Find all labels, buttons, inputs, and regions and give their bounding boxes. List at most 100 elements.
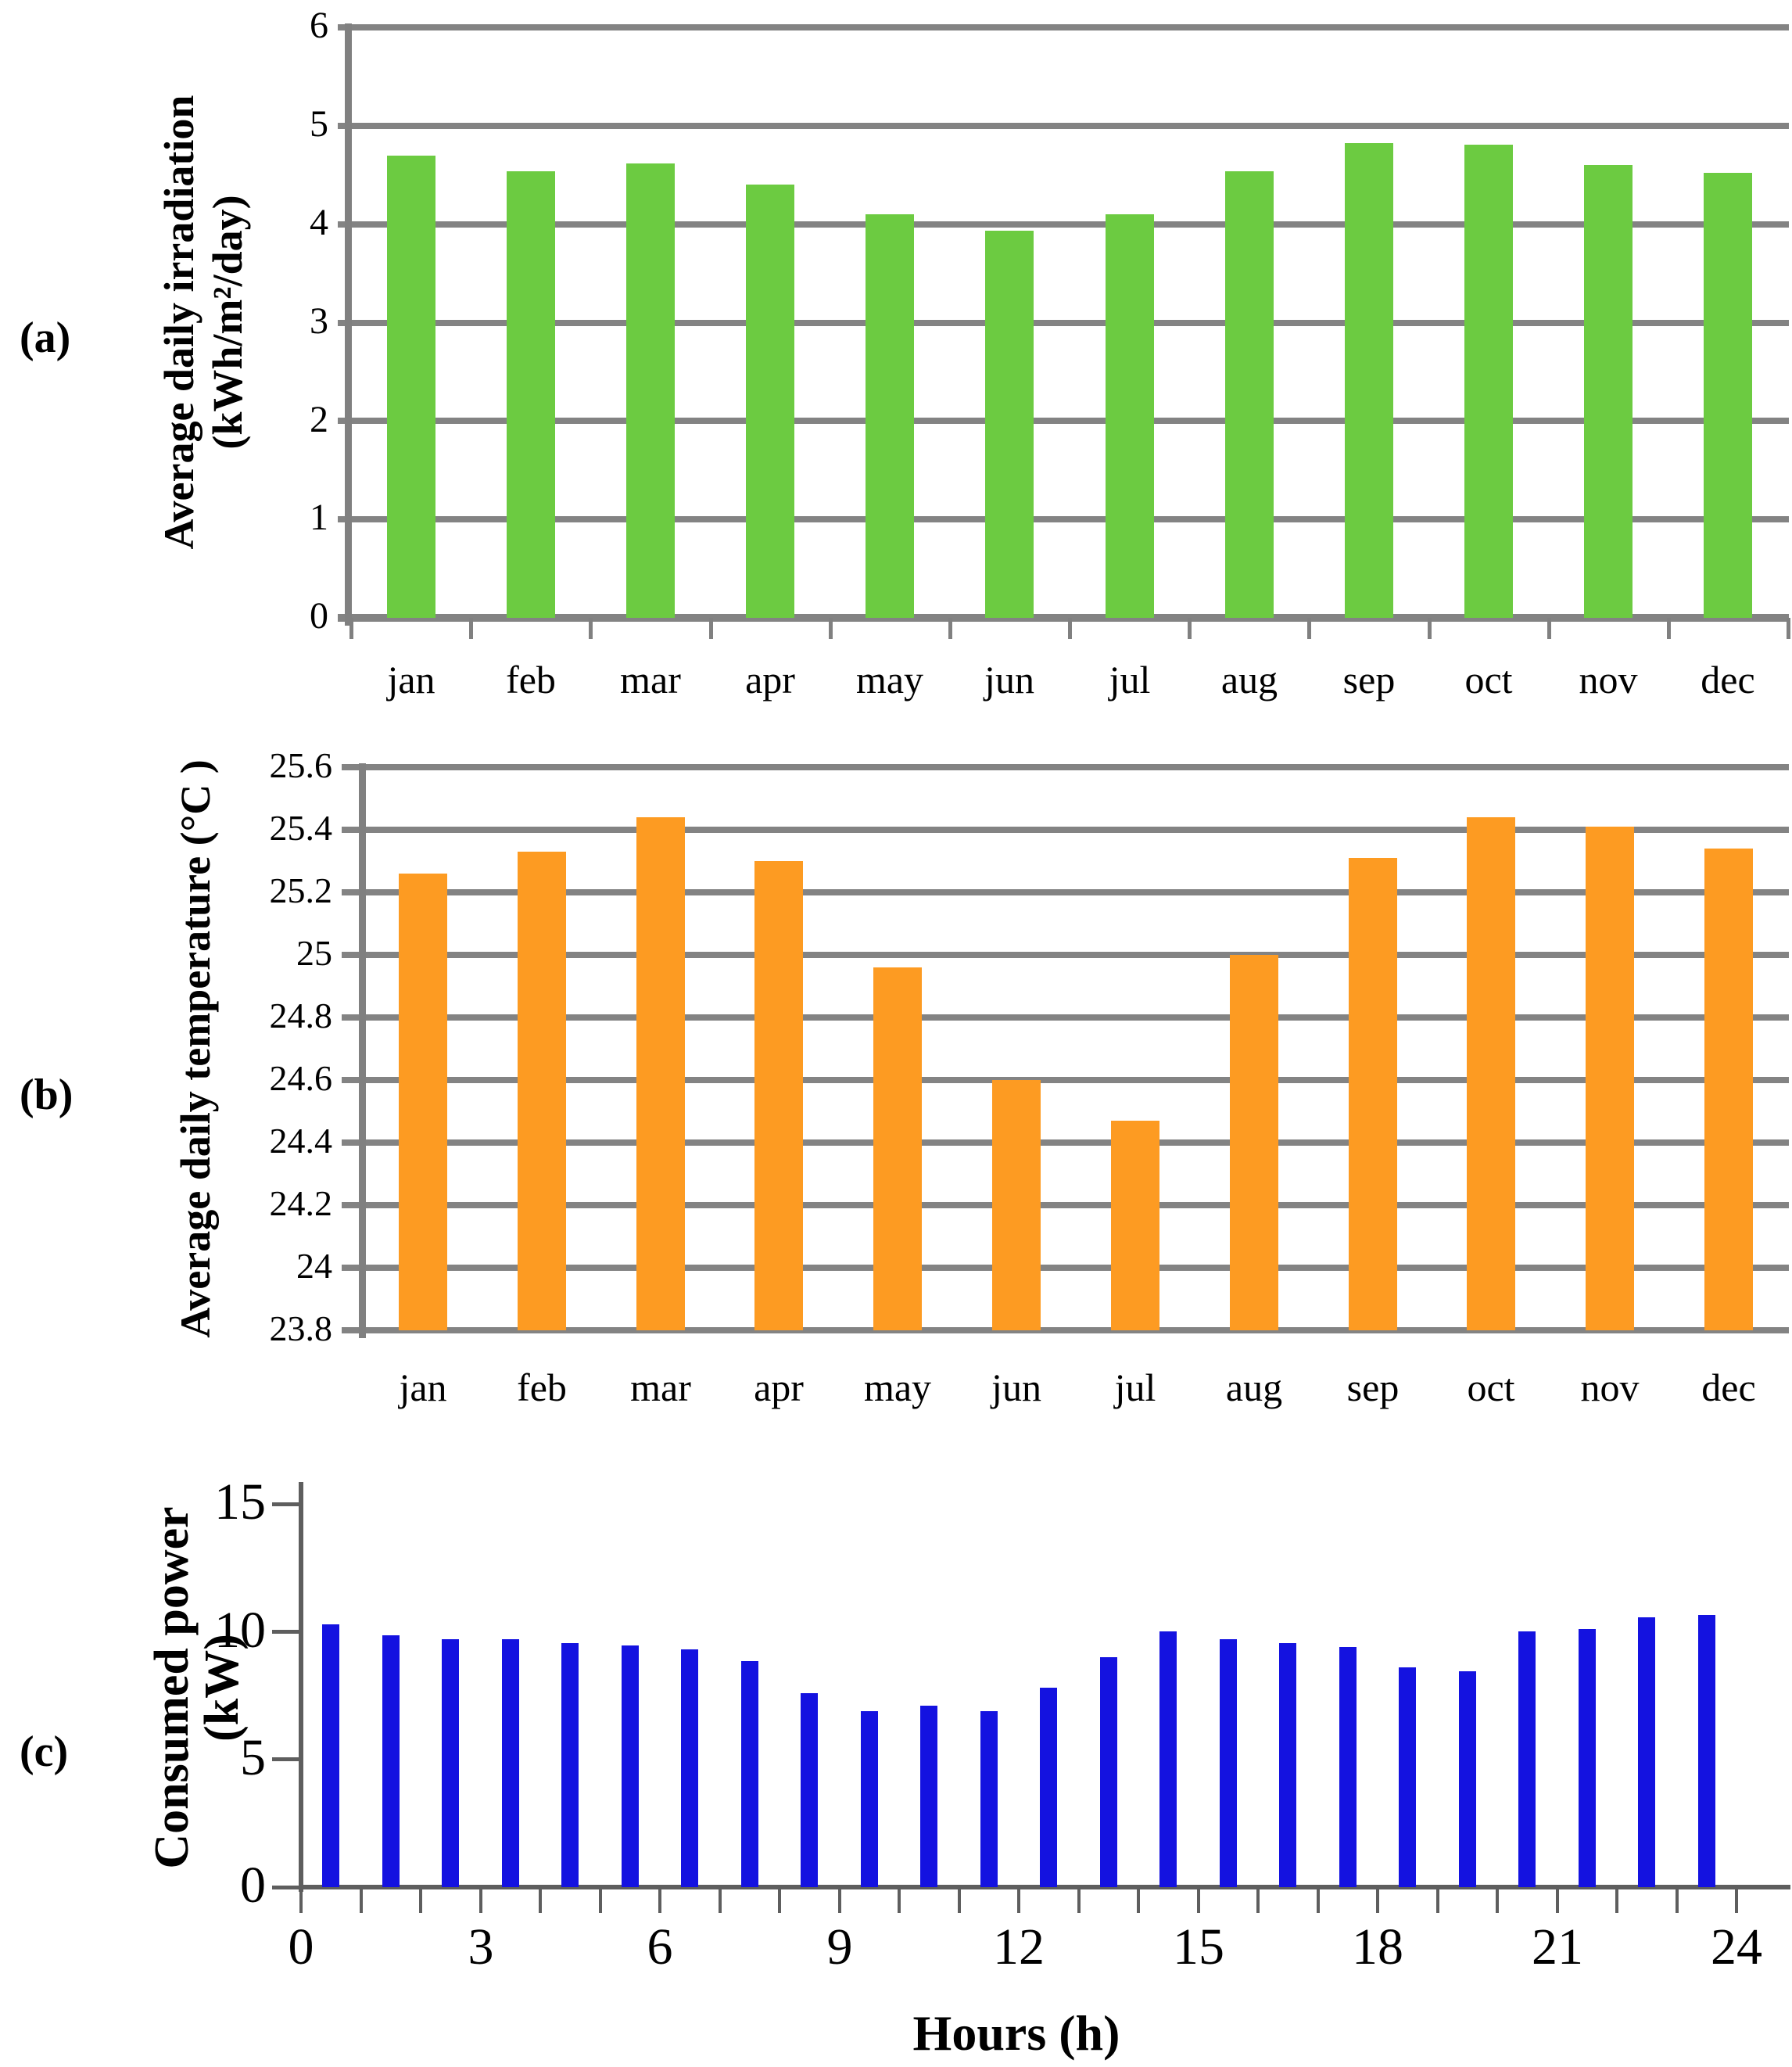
x-category-label: mar xyxy=(630,1365,691,1409)
y-tick-label: 25.6 xyxy=(269,745,333,785)
x-category-label: jan xyxy=(399,1365,447,1409)
bar-jul xyxy=(1106,214,1154,618)
y-tick-label: 25.4 xyxy=(269,808,333,848)
bar-hour-16 xyxy=(1220,1639,1237,1887)
x-tick xyxy=(948,618,952,639)
bar-sep xyxy=(1349,858,1397,1330)
x-tick-label: 21 xyxy=(1532,1918,1583,1975)
y-tick-label: 15 xyxy=(214,1473,266,1531)
y-tick-label: 4 xyxy=(310,202,328,243)
x-tick xyxy=(1017,1889,1020,1913)
x-tick xyxy=(958,1889,961,1913)
y-tick xyxy=(272,1757,301,1761)
x-category-label: may xyxy=(863,1365,932,1409)
gridline xyxy=(338,24,1789,31)
x-tick xyxy=(589,618,593,639)
x-tick xyxy=(1428,618,1432,639)
bar-dec xyxy=(1704,173,1752,618)
x-category-label: jun xyxy=(984,658,1034,702)
x-category-label: feb xyxy=(506,658,556,702)
x-category-label: aug xyxy=(1220,658,1278,702)
x-tick-label: 15 xyxy=(1173,1918,1224,1975)
y-axis-line xyxy=(299,1482,303,1892)
gridline xyxy=(338,123,1789,129)
x-tick xyxy=(1615,1889,1618,1913)
bar-hour-14 xyxy=(1100,1657,1117,1887)
bar-hour-24 xyxy=(1698,1615,1715,1887)
bar-hour-4 xyxy=(502,1639,519,1887)
bar-apr xyxy=(746,185,794,618)
x-tick xyxy=(1496,1889,1499,1913)
x-category-label: nov xyxy=(1580,1365,1640,1409)
y-tick-label: 24.6 xyxy=(269,1058,333,1098)
y-tick-label: 24.2 xyxy=(269,1183,333,1223)
x-tick xyxy=(1137,1889,1140,1913)
bar-mar xyxy=(626,163,675,618)
bar-feb xyxy=(518,852,566,1330)
bar-hour-18 xyxy=(1339,1647,1357,1887)
bar-hour-1 xyxy=(322,1624,339,1887)
bar-hour-5 xyxy=(561,1643,579,1887)
x-tick-label: 12 xyxy=(993,1918,1045,1975)
bar-may xyxy=(873,967,922,1330)
x-tick xyxy=(599,1889,602,1913)
y-tick-label: 1 xyxy=(310,497,328,538)
x-tick xyxy=(1077,1889,1081,1913)
bar-hour-21 xyxy=(1518,1631,1536,1887)
x-tick xyxy=(539,1889,542,1913)
x-category-label: sep xyxy=(1342,658,1396,702)
x-category-label: dec xyxy=(1701,1365,1756,1409)
x-tick-label: 24 xyxy=(1711,1918,1762,1975)
y-tick-label: 6 xyxy=(310,5,328,46)
x-tick-label: 3 xyxy=(468,1918,494,1975)
gridline xyxy=(342,952,1789,958)
bar-dec xyxy=(1704,849,1753,1330)
x-tick xyxy=(1735,1889,1738,1913)
bar-hour-11 xyxy=(920,1706,937,1887)
x-tick xyxy=(1256,1889,1260,1913)
x-tick-label: 18 xyxy=(1352,1918,1403,1975)
x-tick xyxy=(1676,1889,1679,1913)
bar-apr xyxy=(754,861,803,1330)
gridline xyxy=(342,889,1789,895)
x-tick xyxy=(1556,1889,1559,1913)
x-category-label: sep xyxy=(1346,1365,1400,1409)
bar-oct xyxy=(1464,145,1513,618)
bar-hour-23 xyxy=(1638,1617,1655,1887)
x-tick xyxy=(829,618,833,639)
gridline xyxy=(342,1139,1789,1146)
x-tick xyxy=(1436,1889,1439,1913)
x-tick xyxy=(1317,1889,1320,1913)
x-tick xyxy=(709,618,713,639)
bar-nov xyxy=(1586,827,1634,1330)
x-category-label: nov xyxy=(1579,658,1638,702)
y-tick-label: 0 xyxy=(240,1857,266,1914)
y-axis-line xyxy=(359,763,366,1338)
y-tick-label: 5 xyxy=(240,1729,266,1786)
y-tick-label: 23.8 xyxy=(269,1308,333,1348)
gridline xyxy=(342,1327,1789,1333)
y-tick-label: 24.8 xyxy=(269,996,333,1035)
y-tick-label: 25 xyxy=(296,933,332,973)
y-tick xyxy=(272,1630,301,1634)
bar-hour-3 xyxy=(442,1639,459,1887)
gridline xyxy=(338,418,1789,424)
bar-jun xyxy=(985,231,1034,618)
x-tick xyxy=(360,1889,363,1913)
bar-hour-2 xyxy=(382,1635,400,1887)
bar-hour-7 xyxy=(681,1649,698,1887)
x-category-label: jan xyxy=(387,658,435,702)
bar-hour-15 xyxy=(1159,1631,1177,1887)
bar-aug xyxy=(1230,955,1278,1330)
y-tick-label: 0 xyxy=(310,595,328,637)
bar-hour-19 xyxy=(1399,1667,1416,1887)
x-category-label: jul xyxy=(1109,658,1151,702)
bar-jan xyxy=(399,874,447,1330)
gridline xyxy=(342,1202,1789,1208)
chart-c-x-axis-title: Hours (h) xyxy=(912,2005,1120,2061)
x-tick-label: 0 xyxy=(288,1918,314,1975)
bar-jul xyxy=(1111,1121,1159,1330)
x-category-label: aug xyxy=(1225,1365,1283,1409)
y-axis-line xyxy=(345,23,352,626)
